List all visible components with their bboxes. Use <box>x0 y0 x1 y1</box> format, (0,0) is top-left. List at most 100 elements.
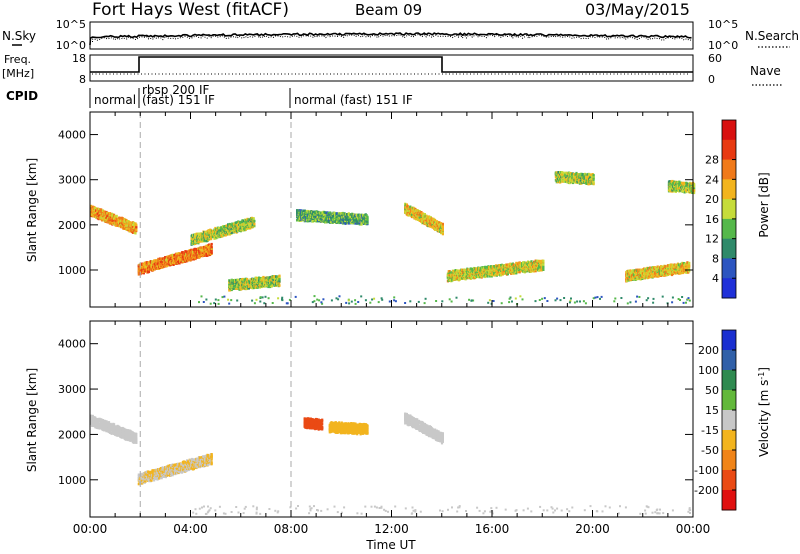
echo-cell <box>347 216 350 220</box>
echo-cell <box>119 219 123 223</box>
cpid-panel: CPID normal rbsp 200 IF (fast) 151 IF no… <box>6 83 413 108</box>
freq-tick-right-top: 60 <box>708 52 722 65</box>
echo-cell <box>685 188 688 191</box>
echo-cell <box>405 203 408 206</box>
echo-cell <box>441 222 444 226</box>
echo-cell <box>247 287 250 290</box>
echo-cell <box>226 228 229 232</box>
echo-cell <box>555 175 558 179</box>
echo-cell <box>420 217 423 221</box>
echo-cell <box>673 180 676 184</box>
echo-cell <box>192 257 195 261</box>
echo-cell <box>529 261 532 265</box>
echo-cell <box>94 207 97 210</box>
nave-label: Nave <box>750 64 781 78</box>
noise-tick-right-bottom: 10^0 <box>708 39 738 52</box>
echo-cell <box>358 221 361 225</box>
echo-cell <box>131 223 134 226</box>
echo-cell <box>429 222 432 225</box>
echo-cell <box>165 261 168 265</box>
echo-cell <box>568 171 571 175</box>
echo-cell <box>441 232 444 236</box>
echo-cell <box>362 213 365 217</box>
echo-cell <box>454 269 457 272</box>
echo-cell <box>217 227 220 230</box>
echo-cell <box>496 273 499 276</box>
nsearch-label: N.Search <box>745 29 799 43</box>
echo-cell <box>360 221 363 224</box>
cpid-segment-normal-fast: normal (fast) 151 IF <box>294 93 413 107</box>
echo-cell <box>494 264 498 267</box>
echo-cell <box>682 181 685 185</box>
echo-cell <box>518 268 521 271</box>
echo-cell <box>580 172 583 176</box>
echo-cell <box>438 221 441 224</box>
echo-cell <box>354 222 357 225</box>
echo-cell <box>423 213 426 216</box>
echo-cell <box>171 253 174 257</box>
echo-cell <box>571 181 575 185</box>
echo-cell <box>520 269 523 273</box>
echo-cell <box>96 212 99 215</box>
echo-cell <box>235 223 238 226</box>
echo-cell <box>530 260 533 263</box>
echo-cell <box>270 284 273 288</box>
echo-cell <box>428 220 432 224</box>
echo-cell <box>515 261 518 265</box>
cpid-segment-rbsp-line2: (fast) 151 IF <box>142 93 215 107</box>
echo-cell <box>134 231 137 235</box>
echo-cell <box>441 226 444 229</box>
echo-cell <box>252 217 255 220</box>
freq-unit-label: [MHz] <box>2 67 34 80</box>
echo-cell <box>113 213 116 217</box>
echo-cell <box>452 270 455 273</box>
beam-label: Beam 09 <box>355 1 422 19</box>
echo-cell <box>135 225 138 228</box>
echo-cell <box>470 276 473 280</box>
cpid-segment-normal: normal <box>94 93 136 107</box>
echo-cell <box>142 271 145 275</box>
echo-cell <box>247 284 250 287</box>
echo-cell <box>338 221 341 225</box>
echo-cell <box>143 261 146 265</box>
echo-cell <box>278 277 281 281</box>
echo-cell <box>406 204 409 208</box>
echo-cell <box>262 275 265 279</box>
echo-cell <box>486 275 489 278</box>
echo-cell <box>682 262 686 265</box>
echo-cell <box>302 211 305 214</box>
station-title: Fort Hays West (fitACF) <box>92 0 289 20</box>
echo-cell <box>441 228 444 232</box>
echo-cell <box>568 181 571 185</box>
echo-cell <box>210 251 213 255</box>
echo-cell <box>632 277 635 280</box>
echo-cell <box>639 271 642 275</box>
echo-cell <box>592 181 595 184</box>
echo-cell <box>629 269 632 272</box>
echo-cell <box>228 222 231 226</box>
echo-cell <box>258 276 261 280</box>
echo-cell <box>303 209 306 213</box>
echo-cell <box>278 274 281 278</box>
echo-cell <box>121 217 124 220</box>
echo-cell <box>456 276 460 279</box>
noise-tick-left-top: 10^5 <box>56 18 86 31</box>
echo-cell <box>448 270 451 273</box>
echo-cell <box>160 262 163 266</box>
echo-cell <box>248 221 251 224</box>
echo-cell <box>560 171 563 174</box>
freq-tick-left-top: 18 <box>72 52 86 65</box>
noise-tick-left-bottom: 10^0 <box>56 39 86 52</box>
echo-cell <box>198 240 201 244</box>
echo-cell <box>132 221 135 225</box>
echo-cell <box>210 242 213 246</box>
echo-cell <box>661 272 664 275</box>
echo-cell <box>135 228 138 231</box>
echo-cell <box>210 249 213 253</box>
echo-cell <box>500 273 503 277</box>
echo-cell <box>241 219 244 222</box>
echo-cell <box>686 261 689 264</box>
echo-cell <box>449 271 452 274</box>
